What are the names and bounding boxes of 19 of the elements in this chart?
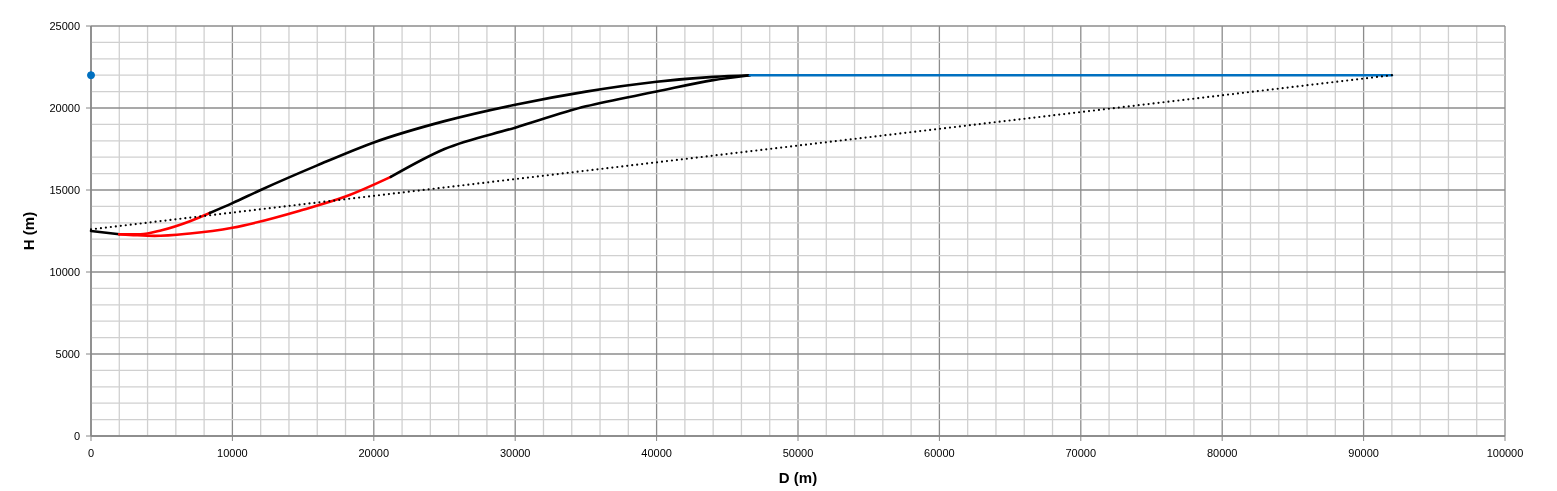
y-tick-label: 10000 xyxy=(49,266,80,278)
x-tick-label: 0 xyxy=(87,447,95,459)
x-tick-label: 70000 xyxy=(1065,447,1097,459)
x-tick-label: 50000 xyxy=(782,447,814,459)
x-axis-title: D (m) xyxy=(778,469,818,486)
x-tick-label: 10000 xyxy=(217,447,248,459)
y-tick-label: 20000 xyxy=(49,102,80,114)
y-tick-label: 25000 xyxy=(49,20,80,32)
x-tick-label: 30000 xyxy=(499,447,531,459)
y-tick-label: 0 xyxy=(73,430,80,442)
x-tick-label: 80000 xyxy=(1206,447,1238,459)
x-tick-label: 40000 xyxy=(641,447,672,459)
x-tick-label: 60000 xyxy=(924,447,955,459)
y-tick-label: 5000 xyxy=(55,348,80,360)
y-axis-title: H (m) xyxy=(20,211,37,251)
x-tick-label: 100000 xyxy=(1486,447,1524,459)
y-tick-label: 15000 xyxy=(49,184,80,196)
x-tick-label: 20000 xyxy=(358,447,390,459)
x-tick-label: 90000 xyxy=(1348,447,1379,459)
